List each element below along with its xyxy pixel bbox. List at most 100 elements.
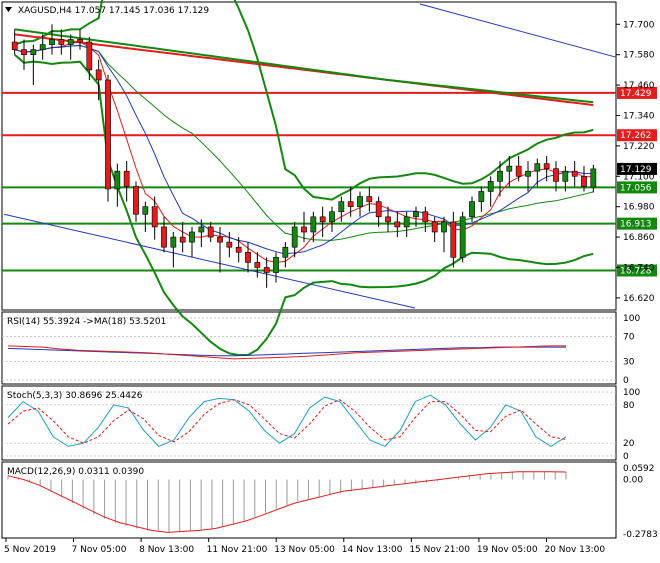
candle-body[interactable] bbox=[198, 226, 205, 233]
level-price-label: 17.429 bbox=[620, 89, 652, 99]
candle-body[interactable] bbox=[469, 201, 475, 218]
macd-tick-label: 0.00 bbox=[623, 476, 643, 486]
candle-body[interactable] bbox=[478, 191, 485, 202]
candle-body[interactable] bbox=[301, 226, 307, 233]
candle-body[interactable] bbox=[58, 39, 65, 45]
candle-body[interactable] bbox=[95, 69, 102, 81]
candle-body[interactable] bbox=[189, 231, 195, 243]
macd-panel[interactable] bbox=[1, 461, 617, 539]
candle-body[interactable] bbox=[179, 236, 186, 243]
rsi-ma-line bbox=[7, 346, 566, 357]
candle-body[interactable] bbox=[403, 216, 410, 228]
candle-body[interactable] bbox=[571, 170, 578, 177]
candle-body[interactable] bbox=[431, 221, 438, 233]
stoch-d-line bbox=[7, 399, 567, 444]
chart-symbol-header: XAGUSD,H4 17.057 17.145 17.036 17.129 bbox=[18, 6, 209, 16]
candle-body[interactable] bbox=[245, 251, 251, 263]
candle-body[interactable] bbox=[543, 163, 550, 169]
candle-body[interactable] bbox=[450, 221, 457, 258]
candle-body[interactable] bbox=[497, 170, 503, 182]
candle-body[interactable] bbox=[338, 201, 345, 213]
candle-body[interactable] bbox=[217, 236, 223, 243]
indicator-tick-label: 20 bbox=[623, 439, 635, 449]
candle-body[interactable] bbox=[375, 201, 382, 218]
indicator-tick-label: 30 bbox=[623, 357, 635, 367]
candle-body[interactable] bbox=[459, 216, 466, 258]
candle-body[interactable] bbox=[49, 39, 55, 45]
candle-body[interactable] bbox=[581, 175, 587, 187]
candle-body[interactable] bbox=[30, 49, 37, 55]
price-tick-label: 17.220 bbox=[623, 142, 655, 152]
level-price-label: 16.913 bbox=[620, 220, 652, 230]
candle-body[interactable] bbox=[553, 168, 559, 182]
candle-body[interactable] bbox=[357, 196, 363, 207]
level-price-badge bbox=[617, 129, 657, 142]
candle-body[interactable] bbox=[11, 41, 18, 50]
time-axis-label: 8 Nov 13:00 bbox=[139, 545, 194, 555]
candle-body[interactable] bbox=[525, 170, 531, 177]
macd-signal-line bbox=[7, 471, 567, 533]
candle-body[interactable] bbox=[506, 165, 513, 172]
candle-body[interactable] bbox=[105, 79, 111, 190]
level-price-label: 17.262 bbox=[620, 131, 652, 141]
candle-body[interactable] bbox=[422, 211, 429, 223]
candle-body[interactable] bbox=[515, 165, 522, 177]
level-price-label: 17.056 bbox=[620, 183, 652, 193]
candle-body[interactable] bbox=[254, 262, 261, 268]
candle-body[interactable] bbox=[291, 226, 298, 248]
candle-body[interactable] bbox=[114, 170, 121, 190]
candle-body[interactable] bbox=[207, 226, 214, 238]
candle-body[interactable] bbox=[310, 216, 317, 233]
candle-body[interactable] bbox=[226, 241, 233, 248]
candle-body[interactable] bbox=[133, 186, 139, 215]
stoch-panel[interactable] bbox=[1, 385, 617, 461]
candle-body[interactable] bbox=[487, 181, 494, 192]
price-tick-label: 17.100 bbox=[623, 172, 655, 182]
indicator-tick-label: 80 bbox=[623, 401, 635, 411]
candle-body[interactable] bbox=[329, 211, 335, 223]
current-price-label: 17.129 bbox=[620, 165, 652, 175]
candle-body[interactable] bbox=[394, 221, 401, 228]
rsi-line bbox=[7, 345, 566, 360]
candle-body[interactable] bbox=[273, 257, 279, 273]
candle-body[interactable] bbox=[385, 216, 391, 223]
candle-body[interactable] bbox=[77, 39, 83, 43]
candle-body[interactable] bbox=[123, 170, 130, 187]
candle-body[interactable] bbox=[39, 44, 46, 50]
symbol-dropdown-icon[interactable] bbox=[5, 7, 12, 12]
rsi-panel[interactable] bbox=[1, 311, 617, 385]
candle-body[interactable] bbox=[235, 246, 242, 253]
candle-body[interactable] bbox=[86, 41, 93, 71]
indicator-tick-label: 100 bbox=[623, 388, 640, 398]
price-panel[interactable] bbox=[1, 1, 617, 311]
bollinger-upper-line bbox=[14, 0, 594, 201]
candle-body[interactable] bbox=[67, 39, 74, 45]
candle-body[interactable] bbox=[21, 49, 27, 55]
candle-body[interactable] bbox=[151, 206, 158, 228]
ma-slow-line bbox=[14, 44, 594, 255]
candle-body[interactable] bbox=[282, 246, 289, 258]
price-tick-label: 17.460 bbox=[623, 81, 655, 91]
price-tick-label: 17.340 bbox=[623, 111, 655, 121]
time-axis-label: 20 Nov 13:00 bbox=[544, 545, 605, 555]
level-price-badge bbox=[617, 217, 657, 230]
candle-body[interactable] bbox=[319, 216, 326, 223]
candle-body[interactable] bbox=[413, 211, 419, 218]
candle-body[interactable] bbox=[590, 168, 597, 188]
bollinger-lower-line bbox=[14, 53, 594, 356]
price-tick-label: 17.580 bbox=[623, 51, 655, 61]
candle-body[interactable] bbox=[441, 221, 447, 233]
level-price-label: 16.728 bbox=[620, 267, 652, 277]
candle-body[interactable] bbox=[161, 226, 167, 248]
candle-body[interactable] bbox=[366, 196, 373, 202]
price-tick-label: 17.700 bbox=[623, 20, 655, 30]
candle-body[interactable] bbox=[347, 201, 354, 207]
candle-body[interactable] bbox=[534, 163, 541, 172]
ma-fast-line bbox=[14, 41, 594, 263]
candle-body[interactable] bbox=[562, 170, 569, 182]
candle-body[interactable] bbox=[170, 236, 177, 248]
candle-body[interactable] bbox=[263, 267, 270, 273]
candle-body[interactable] bbox=[142, 206, 149, 215]
